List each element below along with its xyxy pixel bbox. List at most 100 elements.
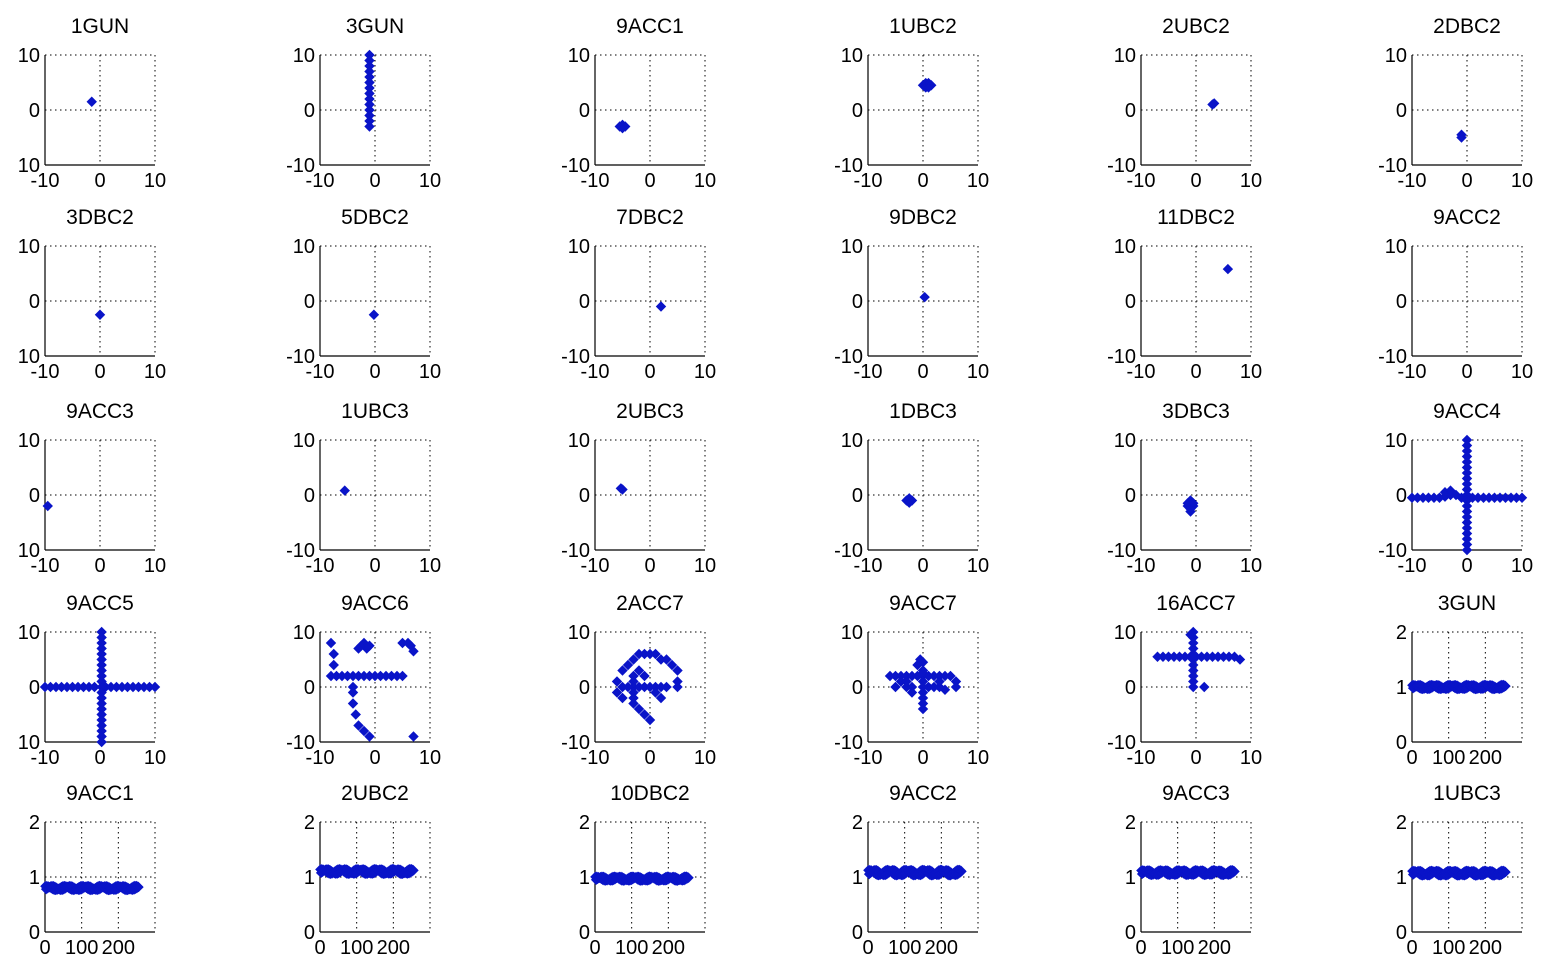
data-point bbox=[1445, 485, 1456, 496]
data-point bbox=[650, 648, 661, 660]
x-tick-label: 100 bbox=[1432, 747, 1465, 769]
y-tick-label: 0 bbox=[1125, 100, 1136, 122]
data-point bbox=[923, 82, 934, 93]
x-tick-label: 10 bbox=[967, 361, 989, 383]
data-point bbox=[1516, 492, 1528, 503]
data-point bbox=[939, 684, 951, 695]
y-tick-label: 1 bbox=[1396, 677, 1407, 699]
y-tick-label: 0 bbox=[304, 922, 315, 944]
x-tick-label: 10 bbox=[419, 170, 441, 192]
data-point bbox=[1456, 132, 1467, 143]
subplot-16: 1DBC3 -10 0 10 10 0 -10 bbox=[834, 400, 989, 577]
subplot-14: 1UBC3 -10 0 10 10 0 -10 bbox=[286, 400, 441, 577]
x-tick-label: 10 bbox=[144, 361, 166, 383]
y-tick-label: -10 bbox=[1378, 540, 1407, 562]
subplot-13: 9ACC3 -10 0 10 10 0 10 bbox=[18, 400, 166, 577]
x-tick-label: 200 bbox=[1469, 937, 1502, 959]
y-tick-label: 0 bbox=[1396, 485, 1407, 507]
y-tick-label: 1 bbox=[29, 867, 40, 889]
x-tick-label: 200 bbox=[102, 937, 135, 959]
y-tick-label: 10 bbox=[18, 430, 40, 452]
data-point bbox=[934, 676, 945, 687]
x-tick-label: 0 bbox=[644, 747, 655, 769]
x-tick-label: 10 bbox=[1511, 170, 1533, 192]
x-tick-label: 10 bbox=[1240, 555, 1262, 577]
subplot-title: 1UBC3 bbox=[341, 400, 409, 423]
x-tick-label: -10 bbox=[306, 170, 335, 192]
subplot-title: 9ACC2 bbox=[1433, 206, 1501, 229]
y-tick-label: 2 bbox=[1396, 622, 1407, 644]
y-tick-label: 10 bbox=[568, 45, 590, 67]
y-tick-label: 0 bbox=[852, 922, 863, 944]
y-tick-label: 0 bbox=[1125, 922, 1136, 944]
data-point bbox=[1500, 680, 1511, 692]
y-tick-label: 2 bbox=[304, 812, 315, 834]
x-tick-label: 0 bbox=[1190, 361, 1201, 383]
x-tick-label: 0 bbox=[369, 170, 380, 192]
x-tick-label: -10 bbox=[854, 747, 883, 769]
y-tick-label: 10 bbox=[18, 236, 40, 258]
y-tick-label: -10 bbox=[561, 155, 590, 177]
y-tick-label: -10 bbox=[1378, 346, 1407, 368]
subplot-title: 9ACC5 bbox=[66, 592, 134, 615]
data-point bbox=[86, 96, 97, 107]
data-point bbox=[904, 497, 915, 508]
data-point bbox=[950, 681, 962, 693]
y-tick-label: -10 bbox=[286, 540, 315, 562]
data-point bbox=[328, 659, 339, 671]
subplot-title: 9ACC4 bbox=[1433, 400, 1501, 423]
subplot-25: 9ACC1 0 100 200 2 1 0 bbox=[29, 782, 156, 959]
y-tick-label: 0 bbox=[304, 100, 315, 122]
data-point bbox=[633, 703, 645, 715]
y-tick-label: 0 bbox=[579, 485, 590, 507]
data-point bbox=[956, 866, 967, 877]
data-point bbox=[617, 665, 628, 676]
x-tick-label: 10 bbox=[419, 361, 441, 383]
y-tick-label: 0 bbox=[579, 677, 590, 699]
subplot-title: 3DBC3 bbox=[1162, 400, 1230, 423]
y-tick-label: 10 bbox=[1385, 430, 1407, 452]
y-tick-label: 10 bbox=[841, 236, 863, 258]
y-tick-label: 10 bbox=[1114, 236, 1136, 258]
data-point bbox=[358, 725, 370, 737]
x-tick-label: 0 bbox=[369, 361, 380, 383]
subplot-title: 3GUN bbox=[346, 15, 404, 38]
x-tick-label: 0 bbox=[314, 937, 325, 959]
y-tick-label: 0 bbox=[1125, 485, 1136, 507]
subplot-21: 2ACC7 -10 0 10 10 0 -10 bbox=[561, 592, 716, 769]
y-tick-label: 0 bbox=[852, 291, 863, 313]
x-tick-label: 10 bbox=[1240, 170, 1262, 192]
data-point bbox=[350, 709, 361, 720]
subplot-title: 1UBC2 bbox=[889, 15, 957, 38]
subplot-title: 9ACC6 bbox=[341, 592, 409, 615]
x-tick-label: 10 bbox=[694, 361, 716, 383]
x-tick-label: -10 bbox=[306, 361, 335, 383]
y-tick-label: 10 bbox=[1114, 430, 1136, 452]
data-point bbox=[683, 872, 694, 883]
x-tick-label: -10 bbox=[1127, 170, 1156, 192]
y-tick-label: 0 bbox=[579, 100, 590, 122]
data-point bbox=[1188, 498, 1199, 509]
data-point bbox=[328, 648, 339, 660]
subplot-17: 3DBC3 -10 0 10 10 0 -10 bbox=[1107, 400, 1262, 577]
y-tick-label: 10 bbox=[1385, 45, 1407, 67]
data-point bbox=[661, 681, 672, 693]
data-point bbox=[1188, 681, 1199, 693]
subplot-12: 9ACC2 -10 0 10 10 0 -10 bbox=[1378, 206, 1533, 383]
data-point bbox=[628, 654, 639, 665]
x-tick-label: -10 bbox=[1398, 555, 1427, 577]
y-tick-label: -10 bbox=[834, 346, 863, 368]
x-tick-label: -10 bbox=[1127, 361, 1156, 383]
y-tick-label: 10 bbox=[293, 622, 315, 644]
data-point bbox=[615, 483, 627, 494]
subplot-title: 1GUN bbox=[71, 15, 129, 38]
y-tick-label: 10 bbox=[568, 622, 590, 644]
y-tick-label: 0 bbox=[29, 100, 40, 122]
y-tick-label: 10 bbox=[1385, 236, 1407, 258]
subplot-18: 9ACC4 -10 0 10 10 0 -10 bbox=[1378, 400, 1533, 577]
y-tick-label: -10 bbox=[1378, 155, 1407, 177]
x-tick-label: 10 bbox=[967, 170, 989, 192]
y-tick-label: -10 bbox=[561, 540, 590, 562]
x-tick-label: 100 bbox=[65, 937, 98, 959]
